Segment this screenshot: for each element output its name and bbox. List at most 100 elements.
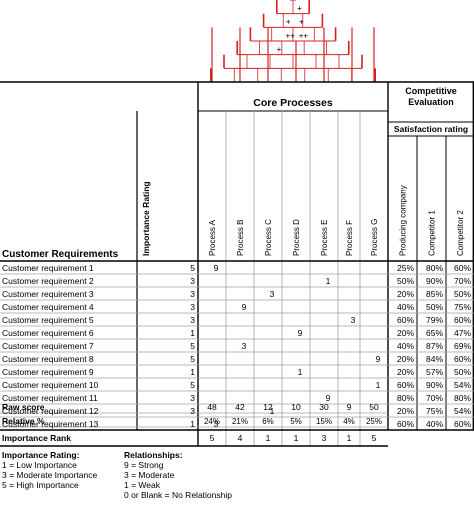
satisfaction-value: 20% xyxy=(397,328,414,338)
importance-value: 3 xyxy=(190,276,195,286)
satisfaction-value: 87% xyxy=(426,341,443,351)
competitive-evaluation-heading: Evaluation xyxy=(408,97,454,107)
relationships-legend-title: Relationships: xyxy=(124,450,183,460)
importance-legend-item: 3 = Moderate Importance xyxy=(2,470,97,480)
satisfaction-value: 60% xyxy=(454,354,471,364)
competitive-evaluation-heading: Competitive xyxy=(405,86,457,96)
relationship-value: 3 xyxy=(351,315,356,325)
raw-score-value: 10 xyxy=(291,402,301,412)
satisfaction-value: 50% xyxy=(454,367,471,377)
requirement-name: Customer requirement 5 xyxy=(2,315,94,325)
importance-value: 3 xyxy=(190,406,195,416)
importance-value: 1 xyxy=(190,367,195,377)
satisfaction-value: 50% xyxy=(454,289,471,299)
importance-value: 1 xyxy=(190,419,195,429)
satisfaction-value: 40% xyxy=(397,341,414,351)
importance-value: 3 xyxy=(190,315,195,325)
satisfaction-value: 80% xyxy=(454,393,471,403)
relationships-legend-item: 9 = Strong xyxy=(124,460,164,470)
importance-rating-heading: Importance Rating xyxy=(141,181,151,256)
satisfaction-value: 90% xyxy=(426,380,443,390)
process-column-label: Process F xyxy=(345,220,354,256)
relative-label: Relative % xyxy=(2,416,45,426)
customer-requirements-heading: Customer Requirements xyxy=(2,249,119,260)
satisfaction-value: 70% xyxy=(426,393,443,403)
roof-correlation-mark: ++ xyxy=(299,31,309,40)
importance-value: 5 xyxy=(190,354,195,364)
relationship-value: 9 xyxy=(242,302,247,312)
relationships-legend-item: 3 = Moderate xyxy=(124,470,175,480)
importance-rank-value: 4 xyxy=(238,433,243,443)
relationship-value: 1 xyxy=(298,367,303,377)
importance-rank-value: 1 xyxy=(347,433,352,443)
relative-value: 25% xyxy=(366,417,382,426)
relative-value: 21% xyxy=(232,417,248,426)
satisfaction-value: 20% xyxy=(397,406,414,416)
requirement-name: Customer requirement 6 xyxy=(2,328,94,338)
satisfaction-value: 60% xyxy=(454,419,471,429)
raw-score-value: 50 xyxy=(369,402,379,412)
importance-value: 5 xyxy=(190,341,195,351)
competitor-column-label: Competitor 2 xyxy=(456,210,465,256)
satisfaction-value: 20% xyxy=(397,354,414,364)
importance-rank-label: Importance Rank xyxy=(2,433,71,443)
satisfaction-value: 54% xyxy=(454,406,471,416)
requirement-name: Customer requirement 3 xyxy=(2,289,94,299)
satisfaction-value: 50% xyxy=(426,302,443,312)
relative-value: 6% xyxy=(262,417,274,426)
requirement-name: Customer requirement 7 xyxy=(2,341,94,351)
requirement-name: Customer requirement 1 xyxy=(2,263,94,273)
requirement-name: Customer requirement 10 xyxy=(2,380,99,390)
relationship-value: 9 xyxy=(326,393,331,403)
process-column-label: Process G xyxy=(370,219,379,256)
relationship-value: 3 xyxy=(214,419,219,429)
satisfaction-value: 20% xyxy=(397,289,414,299)
satisfaction-value: 85% xyxy=(426,289,443,299)
importance-rank-value: 3 xyxy=(322,433,327,443)
competitor-column-label: Producing company xyxy=(399,185,408,256)
requirement-name: Customer requirement 11 xyxy=(2,393,98,403)
satisfaction-value: 75% xyxy=(426,406,443,416)
raw-score-value: 12 xyxy=(263,402,273,412)
relationships-legend-item: 0 or Blank = No Relationship xyxy=(124,490,232,500)
relationship-value: 3 xyxy=(242,341,247,351)
roof-correlation-mark: + xyxy=(297,4,302,13)
satisfaction-value: 47% xyxy=(454,328,471,338)
satisfaction-value: 40% xyxy=(397,302,414,312)
satisfaction-value: 60% xyxy=(454,315,471,325)
satisfaction-value: 80% xyxy=(397,393,414,403)
raw-score-value: 48 xyxy=(207,402,217,412)
satisfaction-value: 60% xyxy=(397,380,414,390)
matrix-text: ++ +++ +++Core ProcessesCompetitiveEvaluat… xyxy=(2,4,471,500)
importance-rank-value: 1 xyxy=(266,433,271,443)
relative-value: 4% xyxy=(343,417,355,426)
importance-legend-title: Importance Rating: xyxy=(2,450,80,460)
matrix-grid xyxy=(0,81,474,447)
importance-rank-value: 5 xyxy=(210,433,215,443)
importance-value: 5 xyxy=(190,263,195,273)
relationship-value: 1 xyxy=(376,380,381,390)
importance-legend-item: 1 = Low Importance xyxy=(2,460,77,470)
roof-correlation-mark: + xyxy=(277,45,282,54)
relationship-value: 3 xyxy=(270,289,275,299)
satisfaction-value: 84% xyxy=(426,354,443,364)
satisfaction-value: 60% xyxy=(397,315,414,325)
correlation-roof xyxy=(210,0,377,83)
importance-value: 1 xyxy=(190,328,195,338)
roof-correlation-mark: + xyxy=(299,18,304,27)
satisfaction-value: 60% xyxy=(397,419,414,429)
importance-value: 3 xyxy=(190,393,195,403)
process-column-label: Process C xyxy=(264,219,273,256)
importance-value: 3 xyxy=(190,302,195,312)
satisfaction-value: 65% xyxy=(426,328,443,338)
relative-value: 15% xyxy=(316,417,332,426)
requirement-name: Customer requirement 2 xyxy=(2,276,94,286)
raw-score-value: 42 xyxy=(235,402,245,412)
raw-score-value: 30 xyxy=(319,402,329,412)
competitor-column-label: Competitor 1 xyxy=(428,210,437,256)
relationship-value: 9 xyxy=(298,328,303,338)
satisfaction-value: 20% xyxy=(397,367,414,377)
satisfaction-value: 25% xyxy=(397,263,414,273)
